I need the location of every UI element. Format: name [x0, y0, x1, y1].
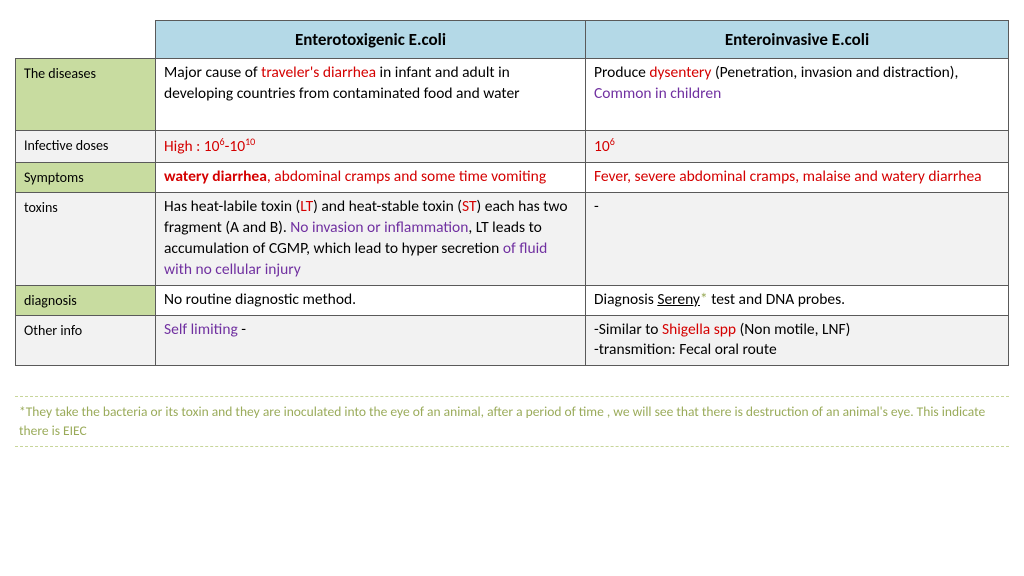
header-col2: Enteroinvasive E.coli: [586, 21, 1009, 59]
label-dose: Infective doses: [16, 130, 156, 162]
toxins-col1: Has heat-labile toxin (LT) and heat-stab…: [156, 192, 586, 285]
dose-col2: 106: [586, 130, 1009, 162]
dose-col1: High : 106-1010: [156, 130, 586, 162]
toxins-col2: -: [586, 192, 1009, 285]
row-diagnosis: diagnosis No routine diagnostic method. …: [16, 285, 1009, 315]
label-toxins: toxins: [16, 192, 156, 285]
header-row: Enterotoxigenic E.coli Enteroinvasive E.…: [16, 21, 1009, 59]
diagnosis-col1: No routine diagnostic method.: [156, 285, 586, 315]
other-col2: -Similar to Shigella spp (Non motile, LN…: [586, 315, 1009, 366]
comparison-table: Enterotoxigenic E.coli Enteroinvasive E.…: [15, 20, 1009, 366]
row-toxins: toxins Has heat-labile toxin (LT) and he…: [16, 192, 1009, 285]
symptoms-col2: Fever, severe abdominal cramps, malaise …: [586, 162, 1009, 192]
row-symptoms: Symptoms watery diarrhea, abdominal cram…: [16, 162, 1009, 192]
header-col1: Enterotoxigenic E.coli: [156, 21, 586, 59]
row-other: Other info Self limiting - -Similar to S…: [16, 315, 1009, 366]
label-diagnosis: diagnosis: [16, 285, 156, 315]
row-diseases: The diseases Major cause of traveler's d…: [16, 59, 1009, 131]
diseases-col2: Produce dysentery (Penetration, invasion…: [586, 59, 1009, 131]
diagnosis-col2: Diagnosis Sereny* test and DNA probes.: [586, 285, 1009, 315]
label-diseases: The diseases: [16, 59, 156, 131]
corner-cell: [16, 21, 156, 59]
footnote: *They take the bacteria or its toxin and…: [15, 396, 1009, 446]
row-dose: Infective doses High : 106-1010 106: [16, 130, 1009, 162]
label-other: Other info: [16, 315, 156, 366]
diseases-col1: Major cause of traveler's diarrhea in in…: [156, 59, 586, 131]
symptoms-col1: watery diarrhea, abdominal cramps and so…: [156, 162, 586, 192]
label-symptoms: Symptoms: [16, 162, 156, 192]
other-col1: Self limiting -: [156, 315, 586, 366]
